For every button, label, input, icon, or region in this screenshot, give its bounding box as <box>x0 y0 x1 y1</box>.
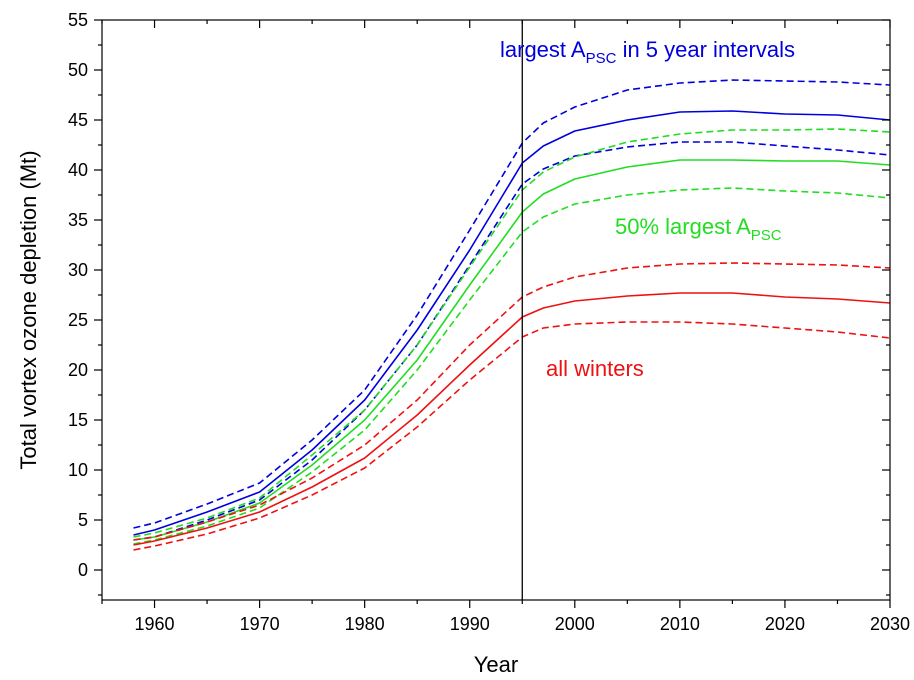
annotations: largest APSC in 5 year intervals 50% larg… <box>500 37 795 381</box>
x-tick-label: 2000 <box>555 614 595 634</box>
y-axis-title: Total vortex ozone depletion (Mt) <box>16 150 41 469</box>
y-tick-label: 25 <box>68 310 88 330</box>
x-tick-label: 1960 <box>135 614 175 634</box>
y-tick-label: 20 <box>68 360 88 380</box>
series-line-green-dashed-5 <box>133 187 891 545</box>
plot-frame <box>101 19 891 601</box>
series-line-red-dashed-6 <box>133 262 891 541</box>
y-tick-label: 35 <box>68 210 88 230</box>
annotation-blue: largest APSC in 5 year intervals <box>500 37 795 67</box>
x-tick-label: 2010 <box>660 614 700 634</box>
x-tick-label: 2020 <box>765 614 805 634</box>
y-tick-label: 30 <box>68 260 88 280</box>
annotation-green: 50% largest APSC <box>615 214 782 244</box>
y-tick-label: 55 <box>68 10 88 30</box>
tick-labels: 1960 1970 1980 1990 2000 2010 2020 203005101520… <box>68 10 910 634</box>
x-tick-label: 1980 <box>345 614 385 634</box>
annotation-red: all winters <box>546 356 644 381</box>
series-line-green-solid-4 <box>133 159 891 541</box>
y-tick-label: 50 <box>68 60 88 80</box>
x-tick-label: 2030 <box>870 614 910 634</box>
axis-ticks <box>94 19 891 608</box>
series-line-green-dashed-3 <box>133 128 891 538</box>
series-line-blue-solid-1 <box>133 110 891 536</box>
y-tick-label: 40 <box>68 160 88 180</box>
y-tick-label: 15 <box>68 410 88 430</box>
series-line-blue-dashed-0 <box>133 79 891 529</box>
x-tick-label: 1990 <box>450 614 490 634</box>
y-tick-label: 0 <box>78 560 88 580</box>
y-tick-label: 5 <box>78 510 88 530</box>
series-layer <box>133 79 891 551</box>
x-axis-title: Year <box>474 652 518 677</box>
series-line-blue-dashed-2 <box>133 141 891 541</box>
y-tick-label: 10 <box>68 460 88 480</box>
y-tick-label: 45 <box>68 110 88 130</box>
x-tick-label: 1970 <box>240 614 280 634</box>
